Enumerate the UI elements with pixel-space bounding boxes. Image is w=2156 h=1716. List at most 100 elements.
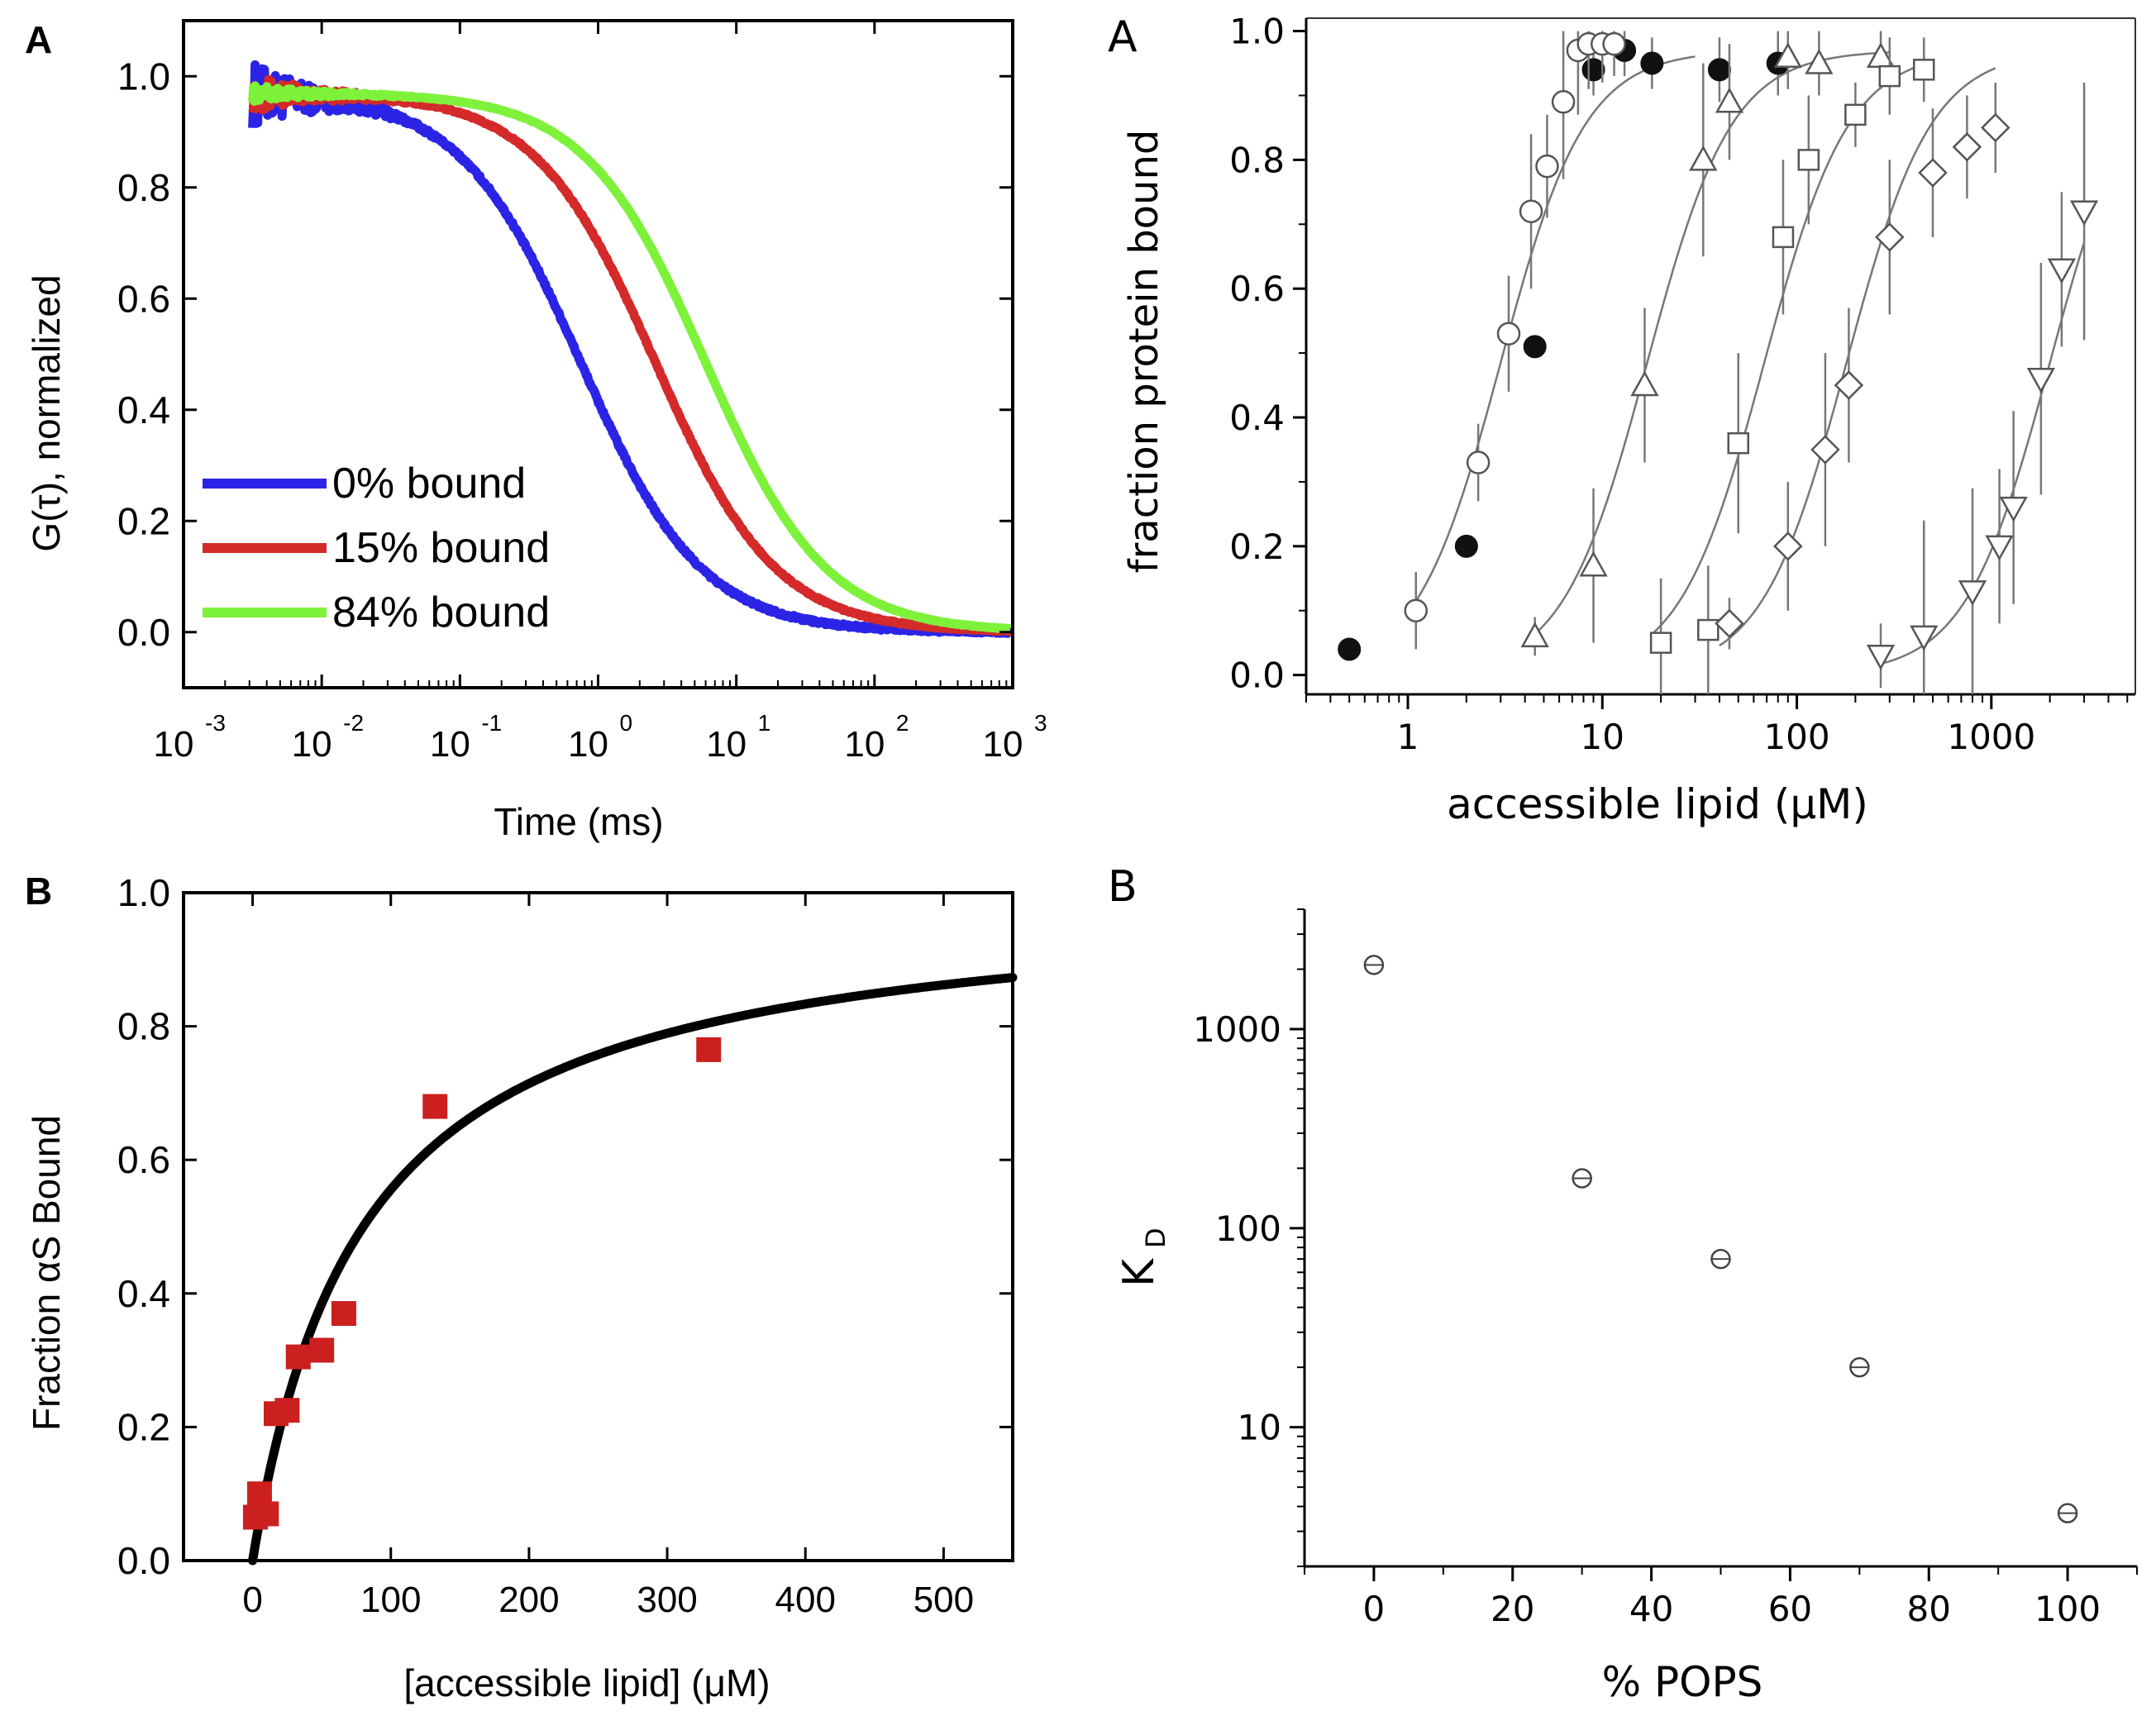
marker-open-triangle-down	[1866, 645, 1896, 670]
marker-open-triangle-down	[2069, 200, 2099, 226]
fit-curve-square	[1651, 63, 1925, 636]
x-tick-label-tl: 10	[844, 724, 885, 765]
y-tick-label-bl: 1.0	[117, 871, 170, 914]
y-tick-label-tr: 0.0	[1229, 655, 1285, 696]
marker-filled-circle	[1707, 58, 1731, 82]
data-point-square	[422, 1094, 448, 1119]
marker-open-triangle-down	[1958, 580, 1987, 606]
marker-filled-circle	[1338, 637, 1362, 661]
x-tick-label-tr: 10	[1581, 717, 1624, 757]
marker-open-circle	[1602, 31, 1626, 56]
x-tick-label-br: 40	[1629, 1589, 1673, 1629]
x-tick-exp-tl: -1	[481, 710, 502, 736]
y-tick-label-br: 10	[1238, 1408, 1281, 1448]
y-axis-label-br: K D	[1114, 1227, 1171, 1287]
data-point-square	[696, 1037, 722, 1062]
panel-label-tr: A	[1108, 12, 1138, 62]
marker-filled-circle	[1581, 58, 1605, 82]
plot-frame-bl	[182, 891, 1014, 1562]
marker-open-diamond	[1952, 132, 1982, 162]
marker-open-square	[1912, 59, 1935, 81]
x-tick-exp-tl: 3	[1034, 710, 1047, 736]
marker-open-triangle-up	[1520, 622, 1549, 648]
y-tick-label-tr: 0.2	[1229, 527, 1285, 567]
x-tick-exp-tl: 1	[758, 710, 771, 736]
marker-filled-circle	[1640, 51, 1664, 75]
x-tick-label-bl: 200	[498, 1580, 559, 1620]
y-tick-label-tr: 0.8	[1229, 140, 1285, 180]
fit-curve-diamond	[1719, 67, 1996, 647]
marker-open-diamond	[1981, 112, 2011, 143]
y-tick-label-tr: 1.0	[1229, 12, 1285, 52]
marker-open-triangle-down	[1985, 535, 2014, 561]
marker-open-triangle-up	[1773, 42, 1802, 68]
marker-open-diamond	[1834, 370, 1864, 400]
marker-open-square	[1649, 632, 1672, 654]
y-axis-label-tr: fraction protein bound	[1121, 130, 1167, 574]
x-tick-label-tl: 10	[706, 724, 746, 765]
marker-open-square	[1878, 64, 1901, 88]
legend-label: 0% bound	[332, 460, 526, 508]
x-tick-label-br: 100	[2034, 1589, 2101, 1629]
marker-open-square	[1697, 618, 1720, 641]
series-line-0-bound	[248, 60, 1014, 638]
y-tick-label-tl: 0.6	[117, 277, 170, 320]
x-axis-label-tr: accessible lipid (μM)	[1447, 780, 1868, 828]
x-tick-exp-tl: 0	[620, 710, 633, 736]
y-tick-label-bl: 0.6	[117, 1138, 170, 1181]
panel-label-br: B	[1108, 862, 1138, 912]
y-tick-label-tl: 0.2	[117, 499, 170, 542]
x-tick-exp-tl: -2	[343, 710, 364, 736]
x-tick-label-br: 80	[1907, 1589, 1951, 1629]
x-tick-exp-tl: 2	[896, 710, 909, 736]
y-tick-label-bl: 0.0	[117, 1539, 170, 1582]
x-tick-label-tl: 10	[983, 724, 1023, 765]
y-axis-label-br-sub: D	[1140, 1227, 1171, 1248]
y-tick-label-br: 100	[1215, 1208, 1281, 1249]
x-tick-label-tl: 10	[568, 724, 608, 765]
data-point-square	[309, 1337, 335, 1363]
panel-pops-binding: A accessible lipid (μM) fraction protein…	[1108, 12, 2136, 828]
x-tick-label-bl: 0	[242, 1580, 262, 1620]
x-axis-label-bl: [accessible lipid] (μM)	[403, 1661, 770, 1704]
y-tick-label-bl: 0.8	[117, 1005, 170, 1048]
fit-curve-triangle-up	[1534, 51, 1890, 636]
data-point-square	[285, 1344, 311, 1370]
panel-binding-curve: B [accessible lipid] (μM) Fraction αS Bo…	[25, 870, 1018, 1704]
marker-open-triangle-up	[1805, 48, 1834, 74]
series-line-84-bound	[248, 81, 1014, 634]
marker-open-circle	[1404, 598, 1429, 622]
y-tick-label-tl: 0.0	[117, 611, 170, 654]
y-tick-label-tr: 0.4	[1229, 398, 1285, 438]
marker-open-triangle-up	[1715, 87, 1744, 113]
y-axis-label-br-main: K	[1114, 1257, 1164, 1287]
y-tick-label-bl: 0.4	[117, 1272, 170, 1315]
marker-open-circle	[1496, 322, 1521, 346]
marker-open-triangle-down	[2026, 368, 2055, 393]
marker-open-diamond	[1810, 435, 1840, 465]
y-tick-label-tl: 0.8	[117, 166, 170, 209]
marker-open-triangle-up	[1579, 551, 1608, 577]
marker-open-square	[1797, 149, 1820, 171]
marker-open-diamond	[1715, 608, 1744, 639]
data-point-square	[274, 1398, 300, 1423]
marker-open-diamond	[1773, 531, 1803, 561]
fit-curve	[248, 973, 1018, 1566]
data-point-square	[331, 1301, 356, 1327]
x-tick-label-tl: 10	[154, 724, 194, 765]
y-tick-label-br: 1000	[1193, 1009, 1281, 1050]
y-tick-label-tl: 0.4	[117, 388, 170, 431]
panel-kd-vs-pops: B % POPS K D 0 20 40 60 80 100 10 100 1000	[1108, 862, 2138, 1706]
plot-frame-tl	[182, 19, 1014, 689]
x-axis-label-br: % POPS	[1602, 1658, 1763, 1706]
panel-fcs-curves: A Time (ms) G(τ), normalized 10-310-210-…	[25, 18, 1047, 843]
legend-label: 15% bound	[332, 524, 550, 572]
marker-open-diamond	[1918, 158, 1948, 188]
fit-curve-triangle-down	[1880, 242, 2086, 665]
x-tick-label-br: 0	[1363, 1589, 1386, 1629]
x-tick-label-bl: 300	[637, 1580, 697, 1620]
x-tick-exp-tl: -3	[205, 710, 226, 736]
marker-open-circle	[1466, 450, 1491, 474]
y-tick-label-tl: 1.0	[117, 55, 170, 98]
